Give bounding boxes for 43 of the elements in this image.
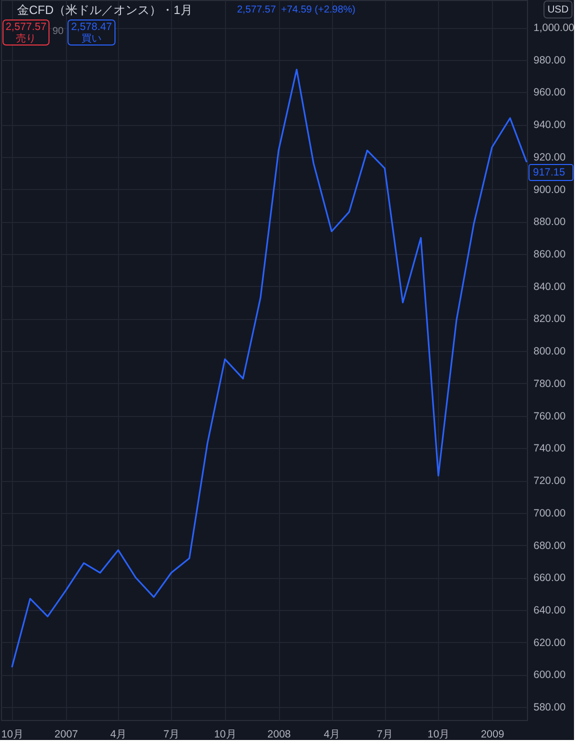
y-tick-label: 1,000.00 — [534, 22, 575, 34]
annotation: 2,578.47 — [71, 21, 112, 33]
y-tick-label: 580.00 — [534, 702, 566, 714]
data-label: 917.15 — [533, 166, 566, 179]
y-tick-label: 680.00 — [534, 540, 566, 552]
x-tick-label: 2009 — [480, 728, 504, 740]
y-tick-label: 880.00 — [534, 216, 566, 228]
y-tick-label: 700.00 — [534, 507, 566, 520]
x-tick-label: 2007 — [54, 728, 78, 740]
y-tick-label: 900.00 — [534, 184, 566, 196]
y-tick-label: 940.00 — [534, 119, 566, 132]
x-tick-label: 7月 — [163, 728, 180, 740]
y-tick-label: 920.00 — [534, 151, 566, 164]
annotation: 90 — [52, 26, 64, 37]
x-tick-label: 10月 — [214, 728, 237, 740]
y-tick-label: 960.00 — [534, 86, 566, 99]
y-tick-label: 780.00 — [534, 378, 566, 390]
text: USD — [547, 4, 569, 16]
chart-title: 金CFD（米ドル／オンス）・1月 — [17, 3, 192, 17]
y-tick-label: 740.00 — [534, 442, 566, 455]
y-tick-label: 860.00 — [534, 248, 566, 261]
x-tick-label: 2008 — [267, 728, 291, 740]
y-tick-label: 840.00 — [534, 280, 566, 293]
y-tick-label: 980.00 — [534, 54, 566, 66]
annotation: 2,577.57 — [237, 4, 276, 16]
annotation: 2,577.57 — [6, 21, 47, 33]
x-tick-label: 4月 — [110, 728, 128, 740]
annotation: 買い — [82, 34, 102, 44]
x-tick-label: 10月 — [428, 728, 450, 740]
y-tick-label: 760.00 — [534, 410, 566, 422]
x-tick-label: 7月 — [376, 728, 394, 740]
y-tick-label: 660.00 — [534, 572, 566, 584]
line-series — [11, 68, 528, 668]
annotation: +74.59 (+2.98%) — [281, 4, 356, 16]
x-tick-label: 10月 — [1, 728, 24, 740]
y-tick-label: 600.00 — [534, 669, 566, 682]
x-tick-label: 4月 — [324, 728, 341, 740]
y-tick-label: 820.00 — [534, 313, 566, 326]
y-tick-label: 800.00 — [534, 346, 566, 358]
y-tick-label: 640.00 — [534, 604, 566, 616]
annotation: 売り — [16, 32, 36, 44]
y-tick-label: 620.00 — [534, 636, 566, 649]
y-tick-label: 720.00 — [534, 475, 566, 488]
